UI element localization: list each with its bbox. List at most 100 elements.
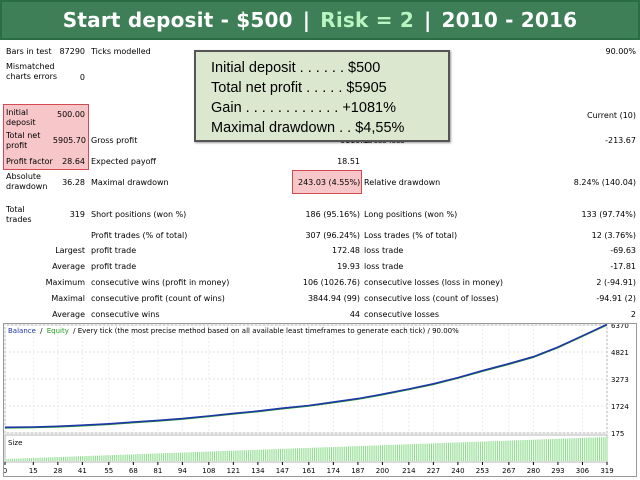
legend-balance: Balance xyxy=(8,327,36,335)
bars-value: 87290 xyxy=(59,47,85,56)
maximal-consec-loss-value: -94.91 (2) xyxy=(596,294,636,303)
title-banner: Start deposit - $500 | Risk = 2 | 2010 -… xyxy=(0,0,640,40)
max-consec-wins-label: consecutive wins (profit in money) xyxy=(91,278,230,287)
x-tick-label: 81 xyxy=(153,467,162,475)
largest-loss-value: -69.63 xyxy=(610,246,636,255)
average-label: Average xyxy=(52,262,85,271)
rel-drawdown-label: Relative drawdown xyxy=(364,178,441,187)
spread-value: Current (10) xyxy=(586,111,636,120)
x-tick-label: 306 xyxy=(576,467,590,475)
rel-drawdown-value: 8.24% (140.04) xyxy=(573,178,636,187)
maximal-label: Maximal xyxy=(51,294,85,303)
x-tick-label: 253 xyxy=(476,467,489,475)
max-consec-losses-label: consecutive losses (loss in money) xyxy=(364,278,504,287)
max-consec-losses-value: 2 (-94.91) xyxy=(596,278,636,287)
largest-profit-value: 172.48 xyxy=(332,246,360,255)
bars-label: Bars in test xyxy=(6,47,52,56)
balance-line xyxy=(4,324,608,429)
gross-profit-label: Gross profit xyxy=(91,136,138,145)
largest-label: Largest xyxy=(55,246,85,255)
profit-trades-label: Profit trades (% of total) xyxy=(91,231,188,240)
y-tick-label: 175 xyxy=(611,430,624,438)
mismatch-value: 0 xyxy=(79,73,85,82)
x-tick-label: 147 xyxy=(276,467,289,475)
average-loss-label: loss trade xyxy=(364,262,404,271)
y-tick-label: 4821 xyxy=(611,349,629,357)
abs-drawdown-label: Absolute drawdown xyxy=(6,172,48,191)
largest-loss-label: loss trade xyxy=(364,246,404,255)
maximal-consec-profit-value: 3844.94 (99) xyxy=(307,294,360,303)
short-positions-value: 186 (95.16%) xyxy=(305,210,360,219)
summary-box: Initial deposit . . . . . . $500 Total n… xyxy=(194,50,450,142)
maximum-label: Maximum xyxy=(45,278,85,287)
y-tick-label: 6370 xyxy=(611,324,629,330)
ticks-value: 90.00% xyxy=(605,47,636,56)
avg-consec-wins-label: consecutive wins xyxy=(91,310,160,319)
x-tick-label: 0 xyxy=(4,467,7,475)
avg-consec-losses-label: consecutive losses xyxy=(364,310,440,319)
x-tick-label: 15 xyxy=(29,467,38,475)
balance-chart-svg: 6370 4821 3273 1724 175 0 15 28 41 55 68 81 94 108 12… xyxy=(4,324,636,476)
balance-chart: 6370 4821 3273 1724 175 0 15 28 41 55 68 81 94 108 12… xyxy=(3,323,637,477)
x-tick-label: 200 xyxy=(376,467,389,475)
expected-payoff-label: Expected payoff xyxy=(91,157,156,166)
highlight-deposit-box xyxy=(3,104,89,170)
banner-risk: Risk = 2 xyxy=(320,8,414,32)
profit-trades-value: 307 (96.24%) xyxy=(305,231,360,240)
x-tick-label: 94 xyxy=(178,467,187,475)
long-positions-label: Long positions (won %) xyxy=(364,210,458,219)
x-tick-label: 41 xyxy=(78,467,87,475)
x-tick-label: 108 xyxy=(202,467,215,475)
total-trades-value: 319 xyxy=(69,210,85,219)
short-positions-label: Short positions (won %) xyxy=(91,210,187,219)
banner-separator: | xyxy=(423,8,432,32)
x-tick-label: 161 xyxy=(302,467,315,475)
x-tick-label: 68 xyxy=(129,467,138,475)
max-consec-wins-value: 106 (1026.76) xyxy=(302,278,360,287)
average-loss-value: -17.81 xyxy=(610,262,636,271)
x-tick-label: 319 xyxy=(600,467,613,475)
banner-period: 2010 - 2016 xyxy=(441,8,578,32)
x-tick-label: 28 xyxy=(53,467,62,475)
x-tick-label: 227 xyxy=(427,467,440,475)
net-profit-value: 5905.70 xyxy=(52,136,86,145)
y-tick-label: 1724 xyxy=(611,403,629,411)
loss-trades-label: Loss trades (% of total) xyxy=(364,231,458,240)
largest-profit-label: profit trade xyxy=(91,246,137,255)
x-tick-label: 240 xyxy=(451,467,464,475)
banner-separator: | xyxy=(302,8,311,32)
summary-initial-deposit: Initial deposit . . . . . . $500 xyxy=(211,60,381,76)
summary-max-drawdown: Maximal drawdown . . $4,55% xyxy=(211,120,405,136)
y-tick-label: 3273 xyxy=(611,376,629,384)
x-tick-label: 267 xyxy=(502,467,515,475)
summary-net-profit: Total net profit . . . . . $5905 xyxy=(211,80,387,96)
mismatch-label: Mismatched charts errors xyxy=(6,62,58,81)
max-drawdown-value: 243.03 (4.55%) xyxy=(298,178,361,187)
highlight-drawdown-box xyxy=(292,170,362,194)
legend-equity: Equity xyxy=(47,327,69,335)
legend-separator: / xyxy=(40,327,43,335)
gross-loss-value: -213.67 xyxy=(605,136,636,145)
profit-factor-value: 28.64 xyxy=(62,157,85,166)
x-tick-label: 280 xyxy=(527,467,540,475)
x-tick-label: 214 xyxy=(402,467,416,475)
avg-consec-label: Average xyxy=(52,310,85,319)
initial-deposit-label: Initial deposit xyxy=(6,108,36,127)
legend-description: / Every tick (the most precise method ba… xyxy=(73,327,459,335)
average-profit-label: profit trade xyxy=(91,262,137,271)
x-tick-label: 293 xyxy=(551,467,564,475)
x-tick-label: 134 xyxy=(251,467,265,475)
long-positions-value: 133 (97.74%) xyxy=(581,210,636,219)
initial-deposit-value: 500.00 xyxy=(57,110,85,119)
x-tick-label: 187 xyxy=(351,467,364,475)
size-label: Size xyxy=(8,439,22,447)
summary-gain: Gain . . . . . . . . . . . . +1081% xyxy=(211,100,396,116)
x-tick-label: 174 xyxy=(327,467,341,475)
avg-consec-wins-value: 44 xyxy=(349,310,360,319)
average-profit-value: 19.93 xyxy=(337,262,360,271)
x-tick-label: 121 xyxy=(227,467,240,475)
maximal-consec-profit-label: consecutive profit (count of wins) xyxy=(91,294,225,303)
total-trades-label: Total trades xyxy=(6,205,32,224)
profit-factor-label: Profit factor xyxy=(6,157,53,166)
max-drawdown-label: Maximal drawdown xyxy=(91,178,169,187)
